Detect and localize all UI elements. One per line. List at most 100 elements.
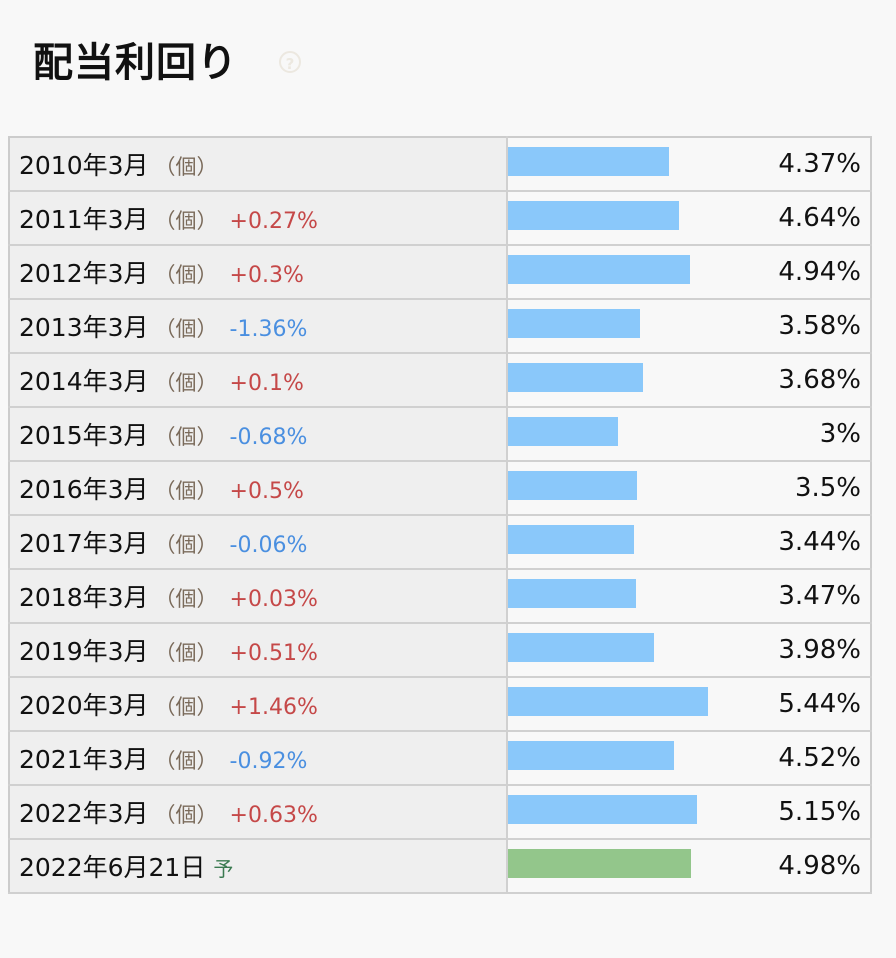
period-cell: 2019年3月 （個） +0.51%	[9, 623, 508, 678]
table-row: 2011年3月 （個） +0.27% 4.64%	[9, 191, 871, 246]
yield-value: 4.94%	[758, 245, 871, 300]
yield-value: 4.64%	[758, 191, 871, 246]
period-cell: 2021年3月 （個） -0.92%	[9, 731, 508, 786]
forecast-yield-bar	[508, 849, 692, 878]
unit-label: （個）	[154, 317, 218, 341]
table-row: 2013年3月 （個） -1.36% 3.58%	[9, 299, 871, 354]
period-label: 2012年3月	[19, 259, 149, 288]
unit-label: （個）	[154, 587, 218, 611]
bar-cell	[507, 623, 758, 678]
yield-value: 4.37%	[758, 137, 871, 192]
period-label: 2017年3月	[19, 529, 149, 558]
forecast-badge: 予	[213, 857, 234, 881]
yield-value: 3.5%	[758, 461, 871, 516]
yield-value: 5.44%	[758, 677, 871, 732]
yield-value: 3.58%	[758, 299, 871, 354]
table-row: 2012年3月 （個） +0.3% 4.94%	[9, 245, 871, 300]
period-label: 2016年3月	[19, 475, 149, 504]
bar-cell	[507, 191, 758, 246]
bar-cell	[507, 839, 758, 894]
yield-bar	[508, 309, 640, 338]
change-label: -1.36%	[229, 317, 308, 342]
period-label: 2013年3月	[19, 313, 149, 342]
bar-cell	[507, 677, 758, 732]
table-row: 2010年3月 （個） 4.37%	[9, 137, 871, 192]
table-row-forecast: 2022年6月21日予 4.98%	[9, 839, 871, 894]
question-circle-icon[interactable]: ?	[279, 51, 301, 73]
period-cell: 2010年3月 （個）	[9, 137, 508, 192]
yield-value: 3%	[758, 407, 871, 462]
unit-label: （個）	[154, 425, 218, 449]
yield-bar	[508, 147, 669, 176]
yield-bar	[508, 633, 655, 662]
period-cell: 2017年3月 （個） -0.06%	[9, 515, 508, 570]
bar-cell	[507, 407, 758, 462]
period-cell: 2016年3月 （個） +0.5%	[9, 461, 508, 516]
period-label: 2010年3月	[19, 151, 149, 180]
change-label: +0.03%	[229, 587, 318, 612]
table-row: 2019年3月 （個） +0.51% 3.98%	[9, 623, 871, 678]
yield-bar	[508, 525, 635, 554]
table-row: 2020年3月 （個） +1.46% 5.44%	[9, 677, 871, 732]
period-cell: 2015年3月 （個） -0.68%	[9, 407, 508, 462]
bar-cell	[507, 569, 758, 624]
period-cell: 2020年3月 （個） +1.46%	[9, 677, 508, 732]
yield-value: 4.98%	[758, 839, 871, 894]
change-label: +0.63%	[229, 803, 318, 828]
unit-label: （個）	[154, 641, 218, 665]
period-label: 2019年3月	[19, 637, 149, 666]
period-label: 2021年3月	[19, 745, 149, 774]
table-row: 2017年3月 （個） -0.06% 3.44%	[9, 515, 871, 570]
period-label: 2011年3月	[19, 205, 149, 234]
unit-label: （個）	[154, 155, 218, 179]
yield-value: 3.47%	[758, 569, 871, 624]
unit-label: （個）	[154, 479, 218, 503]
yield-bar	[508, 255, 690, 284]
bar-cell	[507, 461, 758, 516]
change-label: +0.27%	[229, 209, 318, 234]
change-label: +1.46%	[229, 695, 318, 720]
period-label: 2015年3月	[19, 421, 149, 450]
bar-cell	[507, 245, 758, 300]
period-cell: 2013年3月 （個） -1.36%	[9, 299, 508, 354]
bar-cell	[507, 353, 758, 408]
yield-value: 3.98%	[758, 623, 871, 678]
unit-label: （個）	[154, 371, 218, 395]
yield-value: 3.68%	[758, 353, 871, 408]
table-row: 2014年3月 （個） +0.1% 3.68%	[9, 353, 871, 408]
yield-value: 5.15%	[758, 785, 871, 840]
change-label: -0.68%	[229, 425, 308, 450]
table-row: 2022年3月 （個） +0.63% 5.15%	[9, 785, 871, 840]
yield-value: 4.52%	[758, 731, 871, 786]
yield-bar	[508, 795, 698, 824]
bar-cell	[507, 299, 758, 354]
period-cell: 2018年3月 （個） +0.03%	[9, 569, 508, 624]
change-label: -0.06%	[229, 533, 308, 558]
bar-cell	[507, 731, 758, 786]
yield-bar	[508, 417, 619, 446]
unit-label: （個）	[154, 209, 218, 233]
yield-value: 3.44%	[758, 515, 871, 570]
page-title: 配当利回り	[33, 40, 238, 86]
unit-label: （個）	[154, 695, 218, 719]
period-cell: 2022年3月 （個） +0.63%	[9, 785, 508, 840]
period-label: 2014年3月	[19, 367, 149, 396]
period-cell: 2014年3月 （個） +0.1%	[9, 353, 508, 408]
change-label: +0.51%	[229, 641, 318, 666]
yield-bar	[508, 471, 637, 500]
change-label: +0.3%	[229, 263, 304, 288]
unit-label: （個）	[154, 803, 218, 827]
yield-bar	[508, 201, 679, 230]
dividend-yield-table: 2010年3月 （個） 4.37% 2011年3月 （個） +0.27% 4.64% 2012…	[8, 136, 872, 894]
period-label: 2018年3月	[19, 583, 149, 612]
table-row: 2021年3月 （個） -0.92% 4.52%	[9, 731, 871, 786]
table-row: 2015年3月 （個） -0.68% 3%	[9, 407, 871, 462]
bar-cell	[507, 785, 758, 840]
yield-bar	[508, 687, 708, 716]
change-label: +0.1%	[229, 371, 304, 396]
unit-label: （個）	[154, 263, 218, 287]
bar-cell	[507, 137, 758, 192]
change-label: +0.5%	[229, 479, 304, 504]
change-label: -0.92%	[229, 749, 308, 774]
period-cell: 2012年3月 （個） +0.3%	[9, 245, 508, 300]
